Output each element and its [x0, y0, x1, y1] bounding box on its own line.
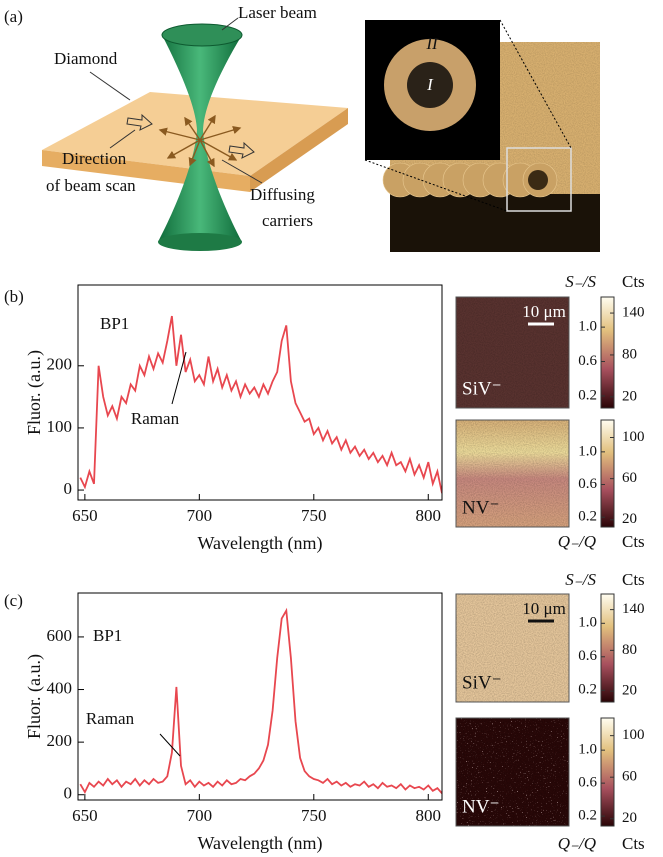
y-tick-label: 0 — [64, 784, 73, 803]
x-tick-label: 700 — [187, 806, 213, 825]
scan-image: II I — [365, 20, 600, 252]
map-label: SiV⁻ — [462, 672, 502, 693]
colorbar-tick-label: 100 — [622, 727, 645, 743]
colorbar-tick-label: 20 — [622, 683, 637, 699]
label: carriers — [262, 211, 313, 230]
colorbar-tick-label: 1.0 — [578, 615, 597, 631]
label: of beam scan — [46, 176, 136, 195]
colorbar-unit: Cts — [622, 570, 645, 589]
x-tick-label: 750 — [301, 806, 327, 825]
x-tick-label: 750 — [301, 506, 327, 525]
colorbar-tick-label: 0.6 — [578, 648, 597, 664]
label: Diffusing — [250, 185, 315, 204]
label: Direction — [62, 149, 127, 168]
colorbar-unit: Cts — [622, 834, 645, 853]
x-tick-label: 800 — [416, 506, 442, 525]
colorbar-tick-label: 0.6 — [578, 775, 597, 791]
colorbar-tick-label: 1.0 — [578, 742, 597, 758]
schematic: Laser beam Diamond Direction of beam sca… — [42, 3, 348, 251]
annotation-leader — [160, 734, 180, 756]
colorbar-title: S₋/S — [565, 570, 596, 589]
annotation-leader — [172, 352, 186, 404]
spectrum-line — [80, 611, 442, 794]
colorbar-tick-label: 140 — [622, 304, 645, 320]
spectrum-line — [80, 316, 442, 493]
colorbar-tick-label: 1.0 — [578, 443, 597, 459]
x-tick-label: 700 — [187, 506, 213, 525]
colorbar — [601, 718, 614, 826]
y-tick-label: 600 — [47, 626, 73, 645]
series-label: BP1 — [100, 314, 129, 333]
colorbar-tick-label: 0.2 — [578, 387, 597, 403]
scale-bar-label: 10 μm — [522, 599, 566, 618]
annotation: Raman — [131, 409, 180, 428]
colorbar-tick-label: 0.2 — [578, 808, 597, 824]
colorbar-tick-label: 20 — [622, 810, 637, 826]
panel-label: (b) — [4, 287, 24, 306]
x-tick-label: 650 — [72, 806, 98, 825]
x-axis-label: Wavelength (nm) — [197, 833, 322, 854]
colorbar-tick-label: 0.6 — [578, 353, 597, 369]
scale-bar-label: 10 μm — [522, 302, 566, 321]
colorbar-tick-label: 0.6 — [578, 476, 597, 492]
colorbar — [601, 594, 614, 702]
colorbar — [601, 297, 614, 408]
label: Diamond — [54, 49, 118, 68]
y-tick-label: 400 — [47, 678, 73, 697]
colorbar-title: Q₋/Q — [558, 834, 596, 853]
annotation: Raman — [86, 709, 135, 728]
colorbar-tick-label: 60 — [622, 470, 637, 486]
figure: Laser beam Diamond Direction of beam sca… — [0, 0, 663, 857]
panel-label: (a) — [4, 7, 23, 26]
beam-top — [162, 24, 242, 46]
y-tick-label: 0 — [64, 479, 73, 498]
map-label: NV⁻ — [462, 796, 499, 817]
plot-frame — [78, 593, 442, 800]
colorbar-tick-label: 60 — [622, 769, 637, 785]
colorbar-tick-label: 0.2 — [578, 682, 597, 698]
x-tick-label: 650 — [72, 506, 98, 525]
colorbar-tick-label: 140 — [622, 601, 645, 617]
label: Laser beam — [238, 3, 317, 22]
colorbar-tick-label: 20 — [622, 511, 637, 527]
colorbar-title: Q₋/Q — [558, 532, 596, 551]
map-label: NV⁻ — [462, 497, 499, 518]
region-label: II — [425, 34, 439, 53]
x-tick-label: 800 — [416, 806, 442, 825]
colorbar — [601, 420, 614, 527]
colorbar-title: S₋/S — [565, 272, 596, 291]
colorbar-tick-label: 20 — [622, 388, 637, 404]
leader-line — [90, 72, 130, 100]
colorbar-tick-label: 100 — [622, 429, 645, 445]
y-tick-label: 200 — [47, 355, 73, 374]
colorbar-tick-label: 80 — [622, 346, 637, 362]
panel-label: (c) — [4, 591, 23, 610]
x-axis-label: Wavelength (nm) — [197, 533, 322, 554]
beam-bottom — [158, 233, 242, 251]
colorbar-unit: Cts — [622, 272, 645, 291]
y-axis-label: Fluor. (a.u.) — [24, 350, 45, 435]
unscanned-region — [390, 194, 600, 252]
colorbar-tick-label: 1.0 — [578, 319, 597, 335]
colorbar-unit: Cts — [622, 532, 645, 551]
colorbar-tick-label: 0.2 — [578, 509, 597, 525]
map-label: SiV⁻ — [462, 378, 502, 399]
colorbar-tick-label: 80 — [622, 642, 637, 658]
y-axis-label: Fluor. (a.u.) — [24, 654, 45, 739]
y-tick-label: 200 — [47, 731, 73, 750]
beam-spot — [528, 170, 548, 190]
y-tick-label: 100 — [47, 417, 73, 436]
series-label: BP1 — [93, 626, 122, 645]
